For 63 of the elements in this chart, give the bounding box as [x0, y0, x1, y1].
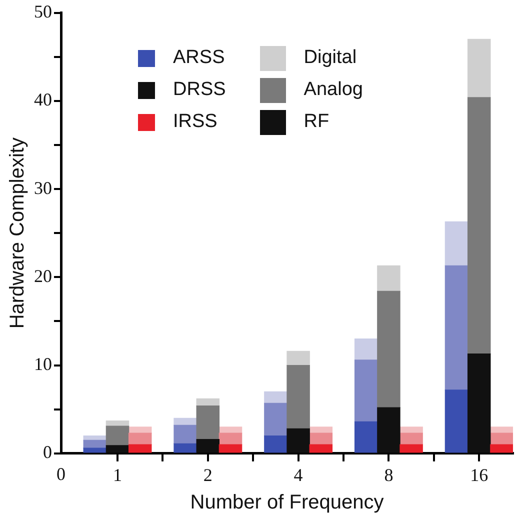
bar: [106, 420, 130, 426]
bar: [264, 402, 288, 436]
bar: [490, 426, 513, 434]
text: 0: [56, 464, 66, 484]
bar: [354, 360, 378, 422]
bar: [174, 424, 197, 444]
bar: [218, 426, 242, 434]
bar: [264, 391, 288, 404]
bar: [400, 426, 423, 434]
annotation: IRSS: [173, 111, 218, 133]
y-tick-label: 30: [34, 178, 52, 198]
bar: [286, 364, 310, 430]
bar: [218, 444, 242, 453]
y-tick-label: 50: [34, 2, 52, 22]
x-tick-label: 16: [470, 464, 488, 485]
bar: [400, 444, 423, 453]
annotation: ARSS: [173, 47, 225, 69]
bar: [196, 405, 220, 440]
bar: [106, 445, 130, 453]
bar: [309, 444, 333, 453]
bar: [467, 38, 491, 98]
bar: [128, 432, 152, 445]
bar: [128, 444, 152, 453]
x-axis-title: Number of Frequency: [190, 492, 384, 514]
x-tick-label: 8: [384, 464, 394, 485]
bar: [354, 421, 378, 453]
bar: [309, 426, 333, 434]
bar: [106, 426, 130, 446]
bar: [377, 407, 400, 453]
bar: [490, 444, 513, 453]
legend-label: Analog: [304, 79, 363, 101]
bar: [354, 338, 378, 360]
bar: [218, 432, 242, 445]
annotation: DRSS: [173, 79, 226, 101]
bar: [83, 440, 107, 448]
bar: [286, 428, 310, 453]
x-tick-label: 1: [113, 464, 122, 485]
legend-label: RF: [304, 111, 330, 133]
bar: [309, 432, 333, 445]
bar: [128, 426, 152, 434]
bar: [467, 97, 491, 354]
bar: [174, 443, 197, 453]
bar: [467, 353, 491, 453]
bar: [444, 221, 468, 266]
bar: [196, 398, 220, 406]
bar: [377, 290, 400, 408]
y-tick-label: 0: [43, 442, 52, 462]
x-tick-label: 2: [203, 464, 212, 485]
y-tick-label: 10: [34, 354, 52, 374]
bar: [377, 265, 400, 292]
y-tick-label: 20: [34, 266, 52, 286]
bar: [444, 390, 468, 453]
x-tick-label: 4: [294, 464, 303, 485]
bar: [174, 418, 197, 426]
bar: [196, 438, 220, 453]
bar: [490, 432, 513, 445]
bar: [286, 350, 310, 366]
y-tick-label: 40: [34, 90, 52, 110]
legend-label: Digital: [304, 47, 357, 69]
bar: [444, 265, 468, 390]
y-axis-title: Hardware Complexity: [6, 138, 29, 329]
bar: [264, 435, 288, 453]
bar: [400, 432, 423, 445]
